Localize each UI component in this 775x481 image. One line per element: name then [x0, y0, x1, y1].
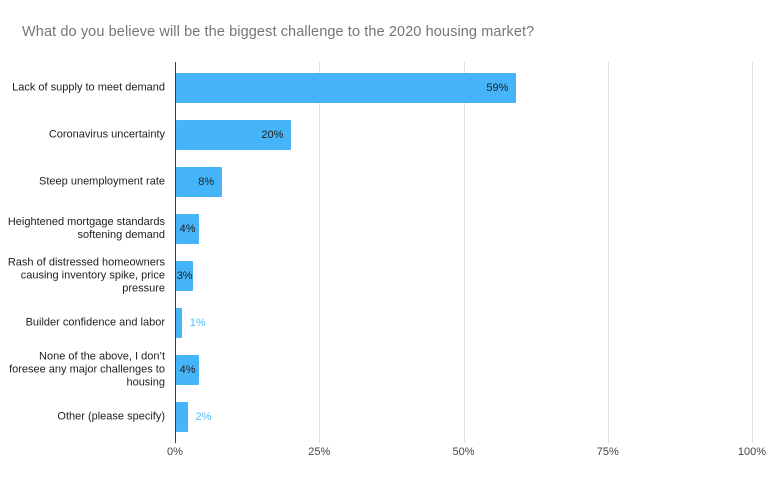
bar-row: Builder confidence and labor 1% [26, 299, 752, 346]
chart-title: What do you believe will be the biggest … [22, 24, 535, 40]
category-label: Heightened mortgage standards softening … [7, 216, 165, 242]
value-label: 59% [486, 82, 509, 95]
x-axis-tick-label: 0% [167, 446, 183, 458]
category-label: Lack of supply to meet demand [12, 81, 165, 94]
bar: 3% [176, 260, 194, 291]
x-axis-tick-label: 50% [452, 446, 475, 458]
value-label: 20% [261, 129, 284, 142]
category-label: Rash of distressed homeowners causing in… [7, 256, 165, 295]
gridline [607, 62, 609, 443]
value-label: 3% [176, 269, 193, 282]
bar-row: Heightened mortgage standards softening … [8, 206, 752, 253]
bar: 4% [176, 354, 200, 385]
category-label: Steep unemployment rate [39, 175, 165, 188]
x-axis-tick-label: 75% [596, 446, 619, 458]
category-label: Coronavirus uncertainty [48, 128, 165, 141]
x-axis-tick-label: 25% [308, 446, 331, 458]
bar-row: Steep unemployment rate 8% [39, 159, 752, 206]
bar-row: Rash of distressed homeowners causing in… [8, 253, 752, 300]
value-label: 8% [198, 176, 215, 189]
y-axis-line [175, 62, 176, 443]
category-label: None of the above, I don’t foresee any m… [9, 350, 165, 389]
value-label: 2% [195, 410, 212, 423]
bar-row: None of the above, I don’t foresee any m… [9, 346, 752, 393]
bar [176, 401, 188, 432]
bar: 20% [176, 120, 292, 151]
gridline [752, 62, 753, 443]
bar [176, 307, 182, 338]
value-label: 4% [179, 223, 196, 236]
category-label: Other (please specify) [57, 410, 165, 423]
bar-row: Coronavirus uncertainty 20% [49, 112, 752, 159]
bar-row: Lack of supply to meet demand 59% [12, 65, 752, 112]
category-label: Builder confidence and labor [25, 316, 165, 329]
bar: 8% [176, 167, 223, 198]
bar-row: Other (please specify) 2% [57, 393, 752, 440]
plot-area: 0% 25% 50% 75% 100% Lack of supply to meet de… [8, 62, 766, 458]
gridline [463, 62, 465, 443]
value-label: 4% [179, 363, 196, 376]
bar: 4% [176, 214, 200, 245]
bar: 59% [176, 73, 517, 104]
x-axis-tick-label: 100% [737, 446, 767, 458]
value-label: 1% [189, 316, 206, 329]
gridline [319, 62, 321, 443]
